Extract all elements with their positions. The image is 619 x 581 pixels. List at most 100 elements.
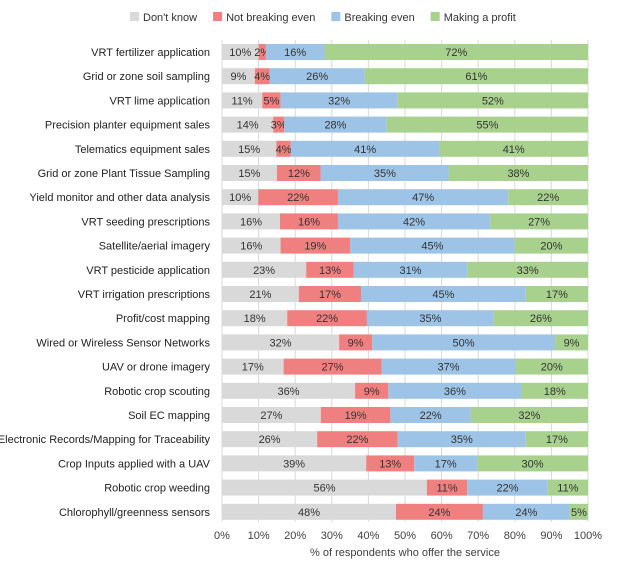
legend-swatch [130,12,139,21]
x-tick-label: 40% [357,530,379,542]
bar-row: 11% 5% 32% 52% [222,92,588,109]
category-labels: VRT fertilizer application Grid or zone s… [0,47,211,519]
data-label: 18% [544,386,566,398]
data-label: 17% [546,434,568,446]
bar-segment [320,407,391,423]
bar-segment [508,189,588,206]
data-label: 36% [444,386,466,398]
data-label: 42% [403,216,425,228]
bar-segment [388,382,522,399]
x-tick-label: 30% [321,530,343,542]
bar-segment [467,479,548,496]
data-label: 26% [530,313,552,325]
bar-segment [547,479,588,496]
legend-label: Breaking even [344,12,414,24]
category-label: Grid or zone soil sampling [83,71,210,83]
x-tick-label: 70% [467,530,489,542]
data-label: 4% [254,71,270,83]
bar-segment [448,165,588,181]
bar-segment [269,68,365,85]
bar-segment [222,455,367,472]
data-label: 28% [324,120,346,132]
bar-row: 36% 9% 36% 18% [222,382,588,399]
category-label: Wired or Wireless Sensor Networks [36,337,210,349]
bar-row: 48% 24% 24% 5% [222,503,588,520]
gridlines [221,40,589,522]
category-label: Satellite/aerial imagery [99,241,211,253]
x-axis-title: % of respondents who offer the service [310,547,500,559]
bar-segment [521,382,588,399]
bar-segment [493,310,588,327]
legend-item: Don't know [130,12,197,24]
data-label: 32% [518,410,540,422]
category-label: Yield monitor and other data analysis [29,192,210,204]
bar-segment [283,358,382,375]
data-label: 33% [517,265,539,277]
bar-segment [320,165,449,181]
category-label: Electronic Records/Mapping for Traceabil… [0,434,210,446]
data-label: 32% [270,337,292,349]
data-label: 15% [238,168,260,180]
data-label: 55% [476,120,498,132]
bar-segment [284,116,387,133]
legend-item: Making a profit [430,12,516,24]
legend-item: Breaking even [331,12,415,24]
bar-segment [222,358,284,375]
bar-row: 10% 2% 16% 72% [222,44,588,60]
data-label: 10% [229,192,251,204]
bar-segment [222,286,299,302]
x-tick-label: 100% [574,530,602,542]
bar-row: 16% 19% 45% 20% [222,237,588,254]
bar-row: 10% 22% 47% 22% [222,189,588,206]
bar-segment [222,334,340,351]
data-label: 9% [348,337,364,349]
bar-segment [355,382,389,399]
data-label: 9% [231,71,247,83]
bar-segment [477,455,588,472]
bar-segment [366,310,494,327]
bar-segment [222,237,281,254]
bar-segment [337,189,509,206]
category-label: UAV or drone imagery [102,362,211,374]
data-label: 9% [364,386,380,398]
bar-segment [222,92,263,109]
bar-row: 21% 17% 45% 17% [222,286,588,302]
data-label: 22% [346,434,368,446]
data-label: 38% [507,168,529,180]
bar-segment [555,334,588,351]
bar-segment [482,503,570,520]
bar-segment [276,165,321,181]
legend-label: Not breaking even [226,12,315,24]
bar-row: 18% 22% 35% 26% [222,310,588,327]
data-label: 10% [229,47,251,59]
data-label: 22% [537,192,559,204]
bar-segment [287,310,367,327]
legend-swatch [331,12,341,21]
bar-segment [276,140,291,157]
bar-segment [222,165,277,181]
data-label: 26% [259,434,281,446]
bar-row: 32% 9% 50% 9% [222,334,588,351]
bar-segment [222,213,280,230]
bar-row: 15% 4% 41% 41% [222,140,588,157]
data-label: 72% [445,47,467,59]
bar-segment [353,261,468,278]
data-label: 52% [482,95,504,107]
data-label: 5% [571,507,587,519]
data-label: 22% [316,313,338,325]
data-label: 21% [249,289,271,301]
bar-segment [222,503,396,520]
data-label: 22% [496,483,518,495]
bar-segment [279,213,338,230]
bar-segment [298,286,362,302]
category-label: VRT lime application [110,95,210,107]
data-label: 9% [564,337,580,349]
bar-segment [222,310,288,327]
data-label: 16% [284,47,306,59]
data-label: 12% [288,168,310,180]
bar-segment [467,261,588,278]
data-label: 20% [540,241,562,253]
bar-segment [222,140,277,157]
data-label: 13% [379,458,401,470]
